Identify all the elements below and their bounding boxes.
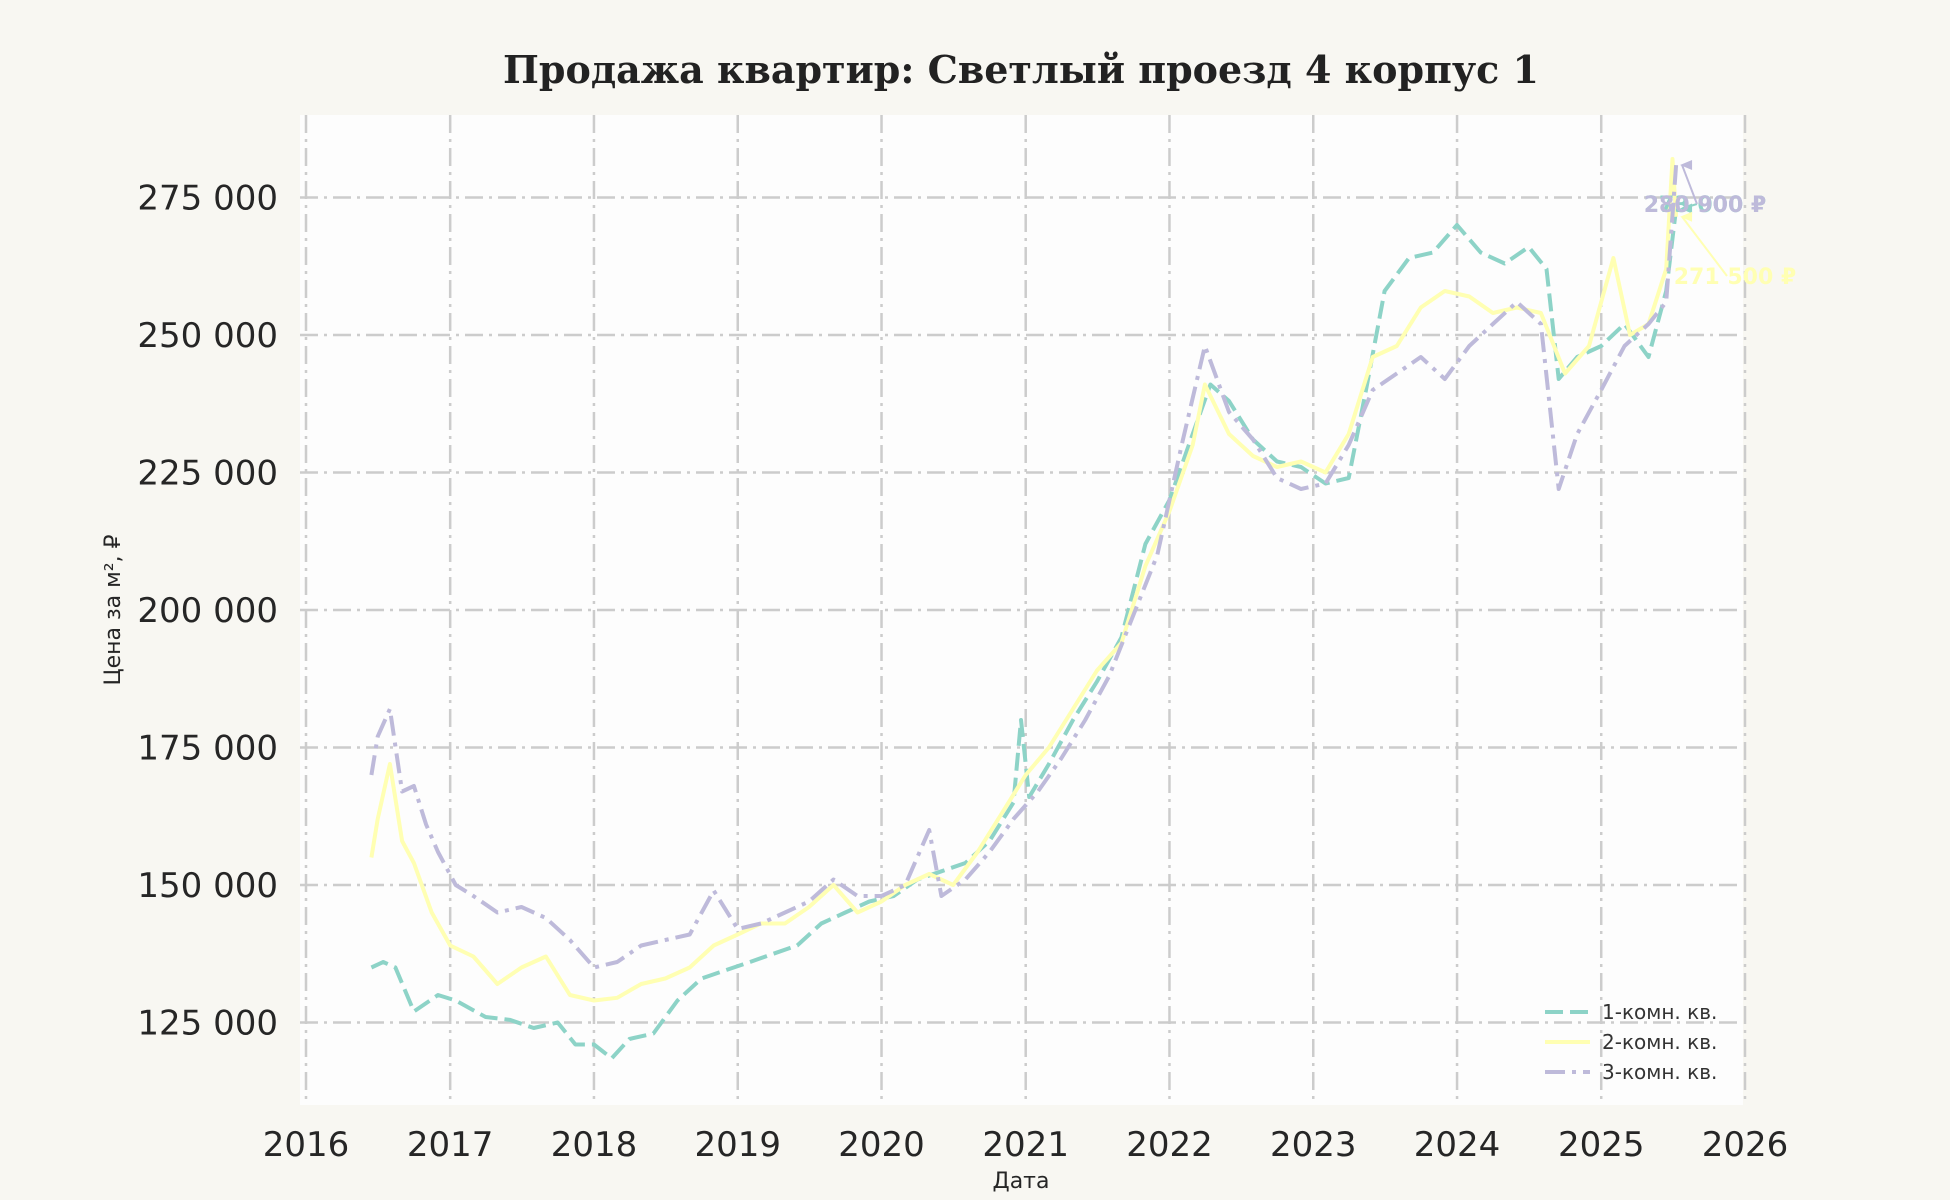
legend: 1-комн. кв. 2-комн. кв. 3-комн. кв.	[1545, 1000, 1717, 1084]
x-tick-label: 2018	[551, 1125, 638, 1165]
x-tick-label: 2022	[1126, 1125, 1213, 1165]
legend-label-3: 3-комн. кв.	[1602, 1060, 1717, 1084]
end-label-arrowhead	[1680, 203, 1693, 214]
series-line-3	[369, 164, 1679, 970]
x-tick-label: 2021	[982, 1125, 1069, 1165]
legend-label-2: 2-комн. кв.	[1602, 1030, 1717, 1054]
x-tick-label: 2016	[263, 1125, 350, 1165]
x-axis-label: Дата	[993, 1169, 1050, 1194]
x-tick-label: 2024	[1414, 1125, 1501, 1165]
x-tick-label: 2019	[694, 1125, 781, 1165]
x-tick-label: 2020	[838, 1125, 925, 1165]
y-axis-label: Цена за м², ₽	[101, 534, 126, 685]
end-label-arrowhead	[1680, 211, 1693, 222]
y-tick-label: 175 000	[137, 729, 278, 769]
series-line-2	[369, 157, 1679, 1003]
end-labels: 273 000 ₽ 271 500 ₽ 280 900 ₽	[1644, 160, 1796, 290]
series-lines	[369, 157, 1679, 1061]
y-tick-label: 150 000	[137, 866, 278, 906]
y-tick-label: 275 000	[137, 179, 278, 219]
x-tick-label: 2023	[1270, 1125, 1357, 1165]
x-tick-label: 2025	[1558, 1125, 1645, 1165]
y-tick-label: 225 000	[137, 454, 278, 494]
grid	[300, 115, 1747, 1105]
series-line-1	[370, 208, 1679, 1061]
end-label-arrowhead	[1680, 160, 1693, 171]
end-value-label: 271 500 ₽	[1674, 265, 1796, 290]
end-label-arrow	[1681, 216, 1728, 277]
y-tick-label: 250 000	[137, 316, 278, 356]
y-tick-label: 200 000	[137, 591, 278, 631]
y-tick-label: 125 000	[137, 1004, 278, 1044]
end-label-arrow	[1681, 164, 1698, 205]
end-value-label: 280 900 ₽	[1644, 193, 1766, 218]
x-tick-label: 2026	[1702, 1125, 1789, 1165]
chart-title: Продажа квартир: Светлый проезд 4 корпус…	[503, 47, 1539, 92]
x-tick-label: 2017	[407, 1125, 494, 1165]
end-value-label: 273 000 ₽	[1644, 193, 1766, 218]
axis-ticks: 2016 2017 2018 2019 2020 2021 2022 2023 2024 2025…	[137, 179, 1788, 1166]
legend-label-1: 1-комн. кв.	[1602, 1000, 1717, 1024]
